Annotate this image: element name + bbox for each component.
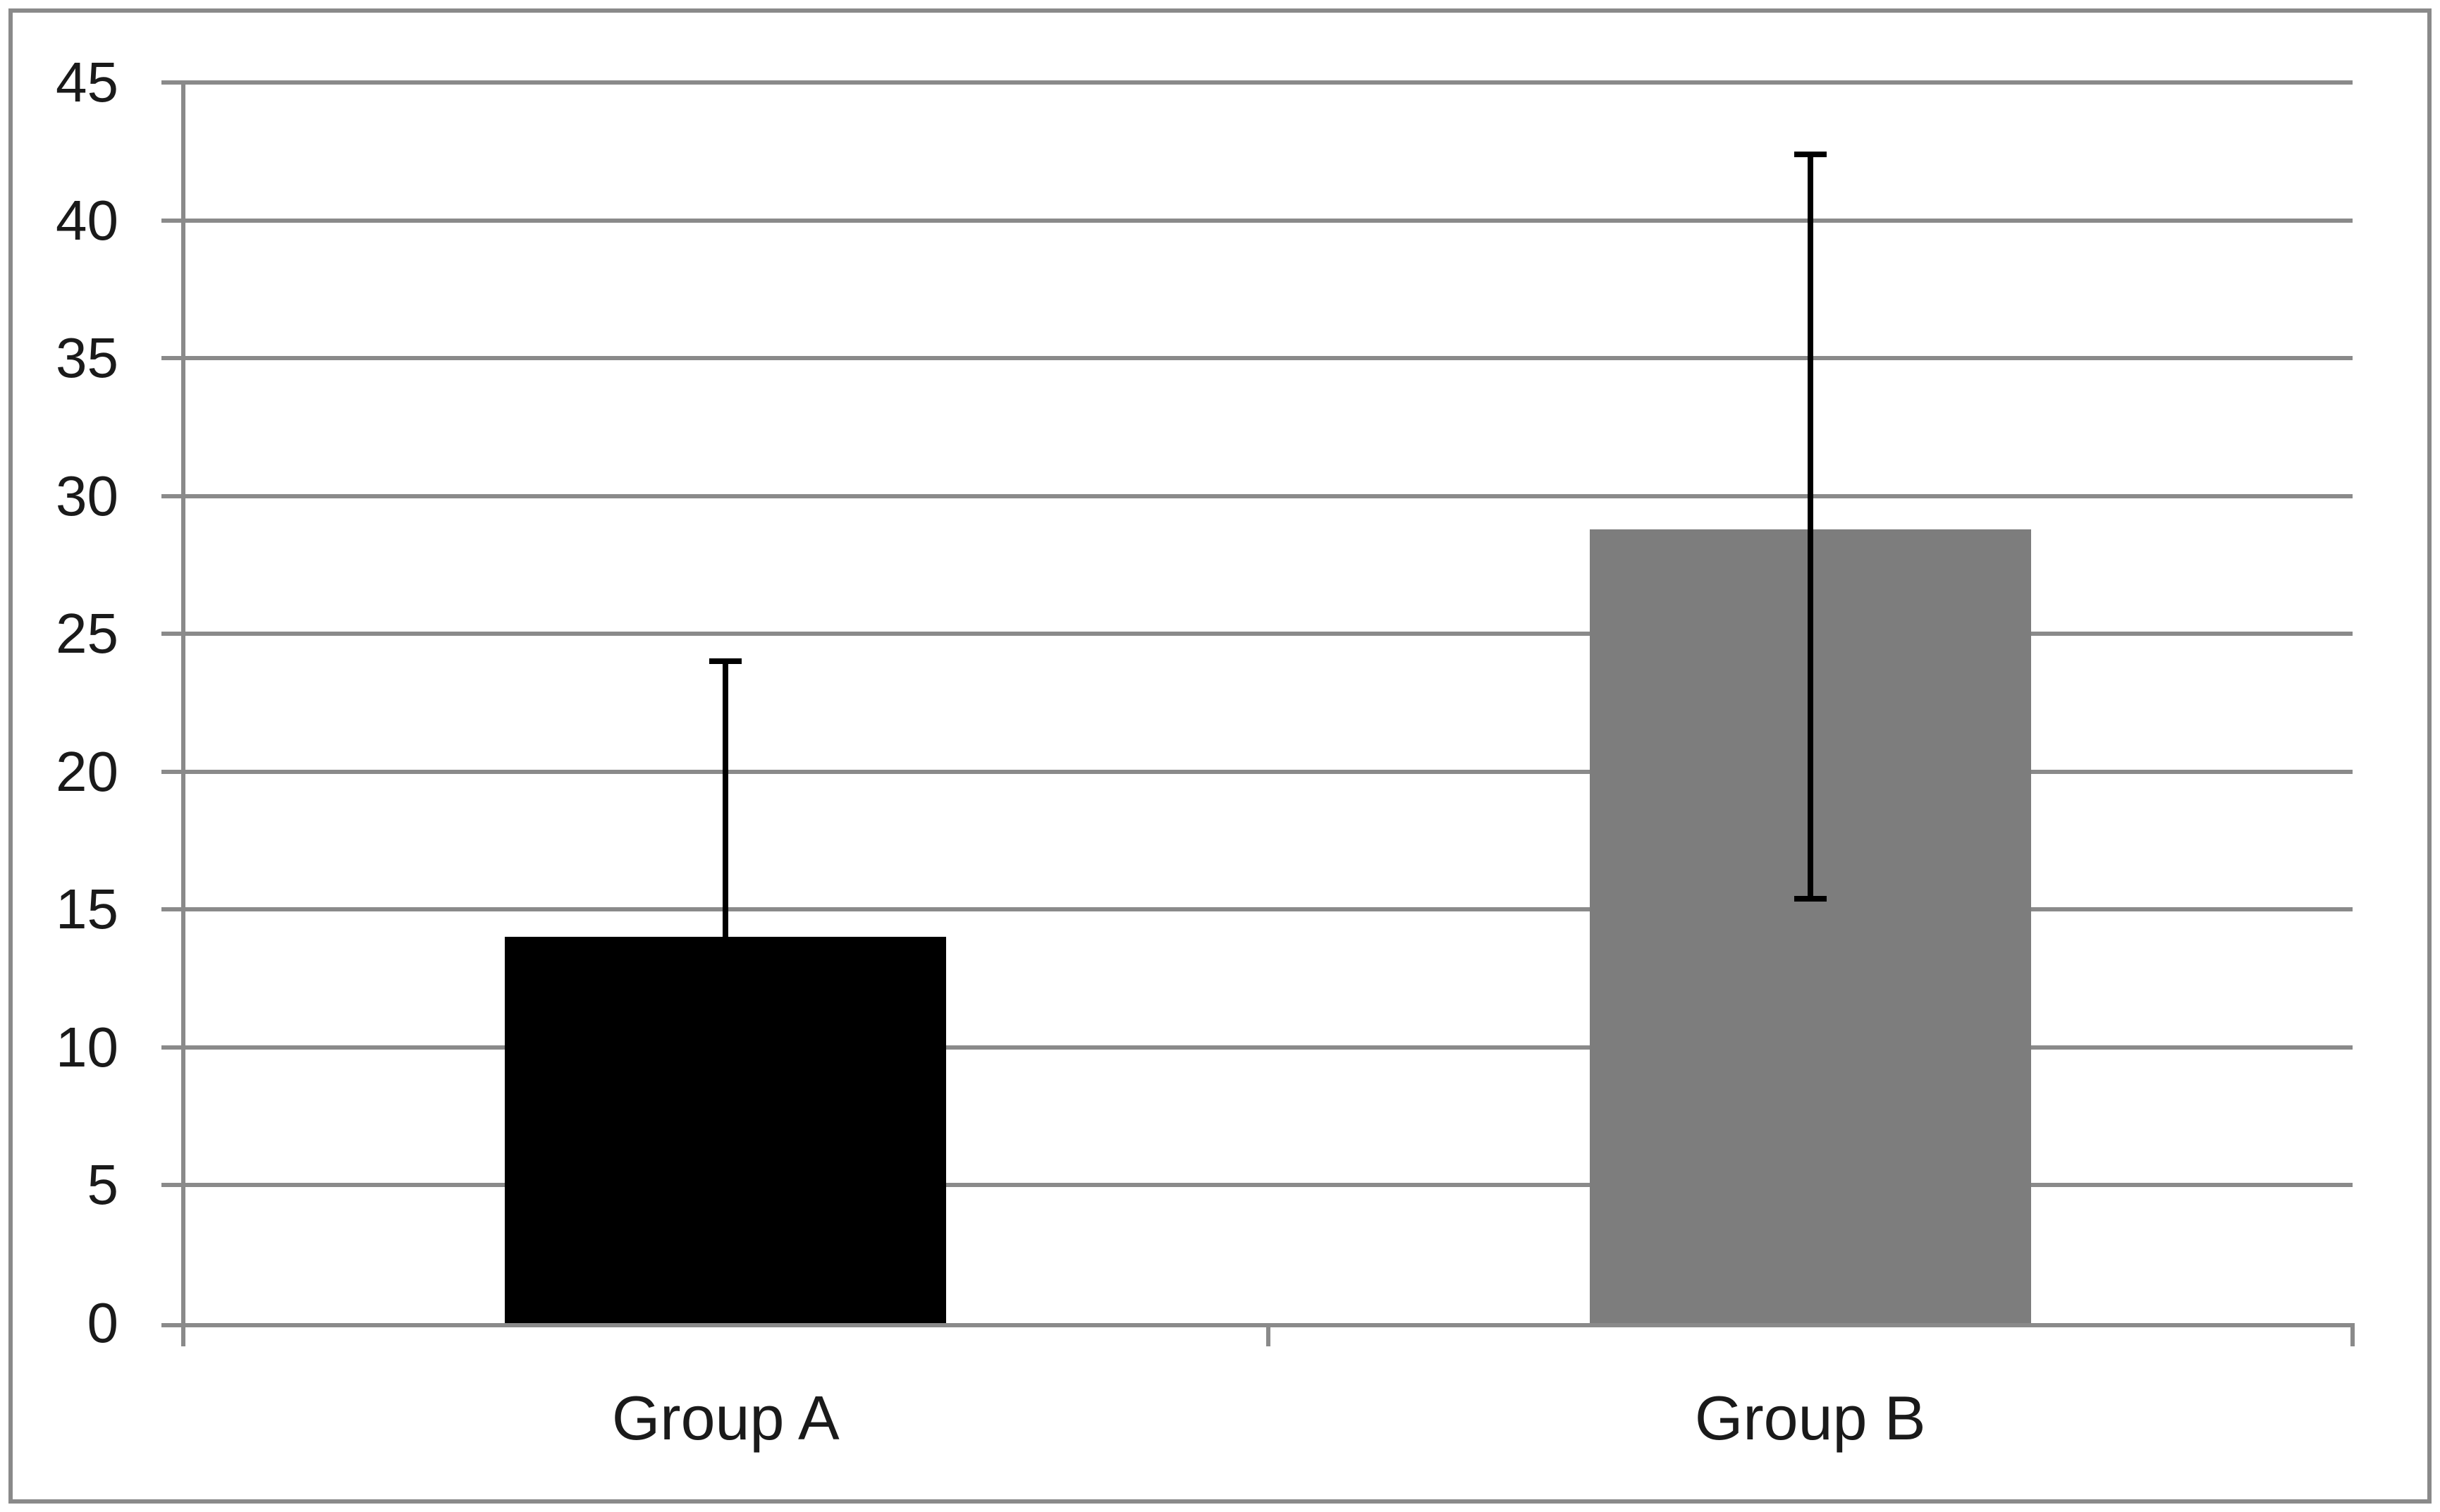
error-bar-cap-bottom: [1794, 895, 1827, 902]
y-tick-label: 0: [87, 1291, 119, 1354]
error-bar-line: [1807, 154, 1813, 899]
gridline: [161, 356, 2353, 361]
gridline: [161, 218, 2353, 223]
gridline: [161, 80, 2353, 85]
y-tick-label: 35: [56, 326, 118, 390]
y-tick-label: 40: [56, 188, 118, 252]
gridline: [161, 1045, 2353, 1050]
gridline: [161, 907, 2353, 912]
y-tick-label: 15: [56, 878, 118, 941]
gridline: [161, 632, 2353, 637]
y-axis-line: [181, 82, 185, 1346]
x-axis-tick: [1265, 1323, 1270, 1346]
error-bar-line: [723, 661, 729, 938]
x-axis-baseline: [161, 1323, 2353, 1327]
x-category-label: Group B: [1694, 1383, 1926, 1453]
y-tick-label: 10: [56, 1015, 118, 1078]
y-tick-label: 45: [56, 51, 118, 113]
gridline: [161, 493, 2353, 498]
y-tick-label: 25: [56, 602, 118, 665]
x-axis-tick: [2350, 1323, 2355, 1346]
y-tick-label: 20: [56, 739, 118, 803]
error-bar-cap-top: [1794, 151, 1827, 157]
x-category-label: Group A: [611, 1383, 840, 1453]
y-tick-label: 30: [56, 464, 118, 527]
y-tick-label: 5: [87, 1153, 119, 1217]
gridline: [161, 769, 2353, 774]
error-bar-cap-top: [709, 658, 742, 665]
bar-group-a: [505, 937, 947, 1323]
gridline: [161, 1183, 2353, 1188]
